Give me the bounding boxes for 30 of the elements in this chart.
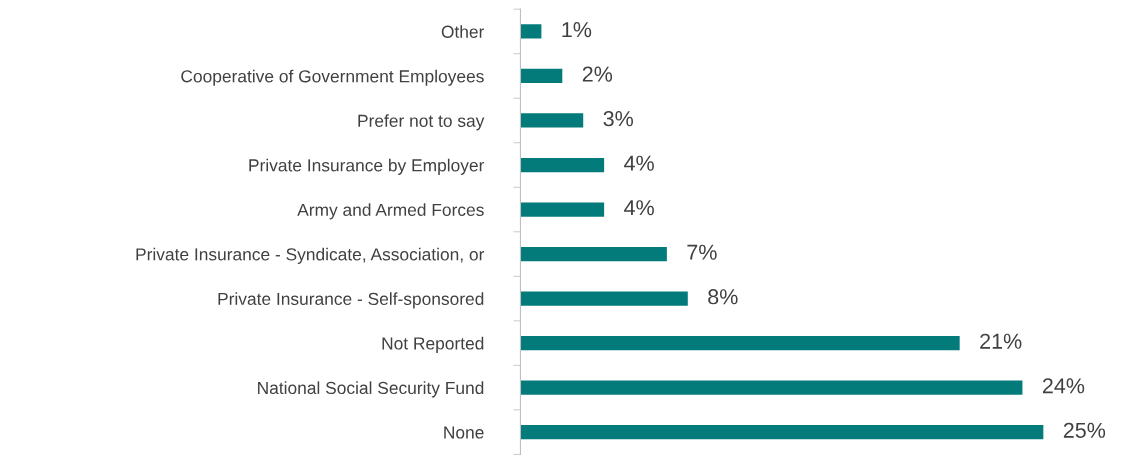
- data-label: 24%: [1042, 378, 1085, 394]
- data-label: 7%: [687, 244, 717, 260]
- y-tick-label: Private Insurance - Syndicate, Association, or: [136, 247, 485, 264]
- data-label: 2%: [582, 66, 613, 82]
- data-label: 8%: [708, 289, 738, 305]
- bar: [520, 24, 542, 39]
- y-tick-label: None: [444, 426, 484, 439]
- y-tick-label: National Social Security Fund: [258, 381, 484, 398]
- y-tick-label: Private Insurance by Employer: [249, 158, 485, 175]
- data-label: 25%: [1063, 422, 1106, 438]
- y-tick-label: Private Insurance - Self-sponsored: [218, 292, 484, 309]
- y-tick-label: Army and Armed Forces: [297, 203, 484, 220]
- data-label: 21%: [980, 333, 1022, 349]
- bar: [520, 246, 667, 262]
- bar: [520, 425, 1044, 440]
- bar: [520, 335, 960, 351]
- bar: [520, 68, 563, 84]
- y-tick-label: Cooperative of Government Employees: [181, 69, 484, 86]
- data-label: 3%: [603, 111, 634, 127]
- bar: [520, 157, 605, 173]
- bar: [520, 202, 605, 217]
- data-label: 4%: [624, 200, 654, 216]
- data-label: 4%: [624, 155, 654, 171]
- data-label: 1%: [562, 22, 592, 38]
- y-tick-label: Other: [441, 25, 485, 38]
- bar: [520, 113, 584, 128]
- y-tick-label: Prefer not to say: [358, 114, 485, 131]
- y-tick-label: Not Reported: [382, 336, 484, 353]
- bar: [520, 291, 688, 306]
- bar: [520, 380, 1023, 395]
